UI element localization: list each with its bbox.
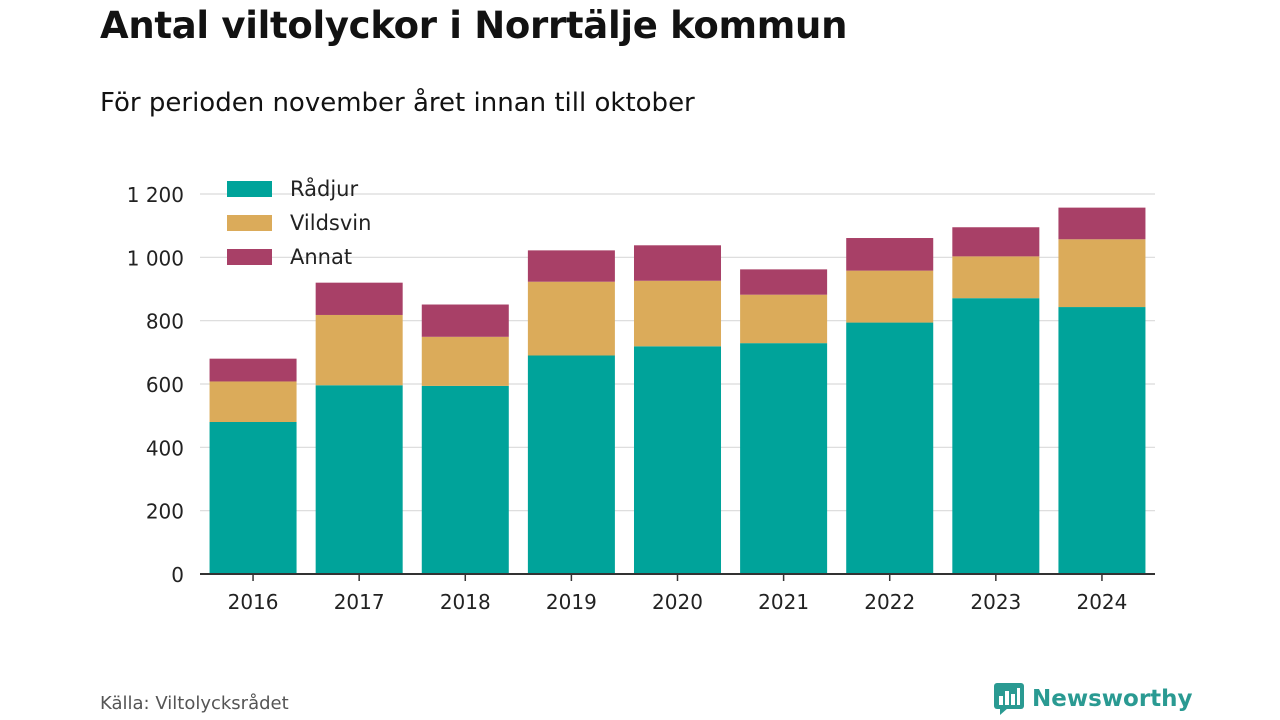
- x-tick-label: 2020: [652, 590, 703, 614]
- bar-segment-2020: [633, 346, 722, 574]
- bar-segment-2016: [209, 422, 297, 574]
- bar-segment-2023: [952, 227, 1040, 257]
- bar-segment-2021: [740, 269, 828, 295]
- chart-title: Antal viltolyckor i Norrtälje kommun: [100, 4, 848, 47]
- bar-segment-2019: [527, 250, 615, 282]
- bar-segment-2024: [1058, 239, 1146, 308]
- y-tick-label: 200: [146, 500, 184, 524]
- y-tick-label: 1 000: [127, 246, 184, 270]
- legend-label: Annat: [290, 245, 352, 269]
- x-tick-label: 2016: [228, 590, 279, 614]
- legend-swatch: [227, 249, 272, 265]
- bar-segment-2017: [315, 314, 403, 386]
- y-tick-label: 800: [146, 310, 184, 334]
- bar-segment-2022: [846, 270, 934, 323]
- x-tick-label: 2019: [546, 590, 597, 614]
- y-tick-label: 400: [146, 436, 184, 460]
- x-axis-tick-labels: 2016 2017 2018 2019 2020 2021 2022 2023 2024: [228, 574, 1127, 614]
- bar-segment-2023: [952, 298, 1040, 574]
- bar-segment-2017: [315, 385, 403, 574]
- x-tick-label: 2018: [440, 590, 491, 614]
- x-tick-label: 2022: [864, 590, 915, 614]
- bar-segment-2022: [846, 238, 934, 271]
- bar-segment-2016: [209, 381, 297, 422]
- bar-segment-2021: [740, 343, 828, 574]
- x-tick-label: 2021: [758, 590, 809, 614]
- x-tick-label: 2023: [970, 590, 1021, 614]
- bar-segment-2019: [527, 355, 615, 574]
- bar-segment-2019: [527, 281, 615, 356]
- legend-swatch: [227, 215, 272, 231]
- legend-label: Rådjur: [290, 176, 358, 201]
- bar-segment-2016: [209, 358, 297, 382]
- y-axis-tick-labels: 0 200 400 600 800 1 000 1 200: [127, 183, 184, 587]
- bar-segment-2018: [421, 304, 509, 337]
- bar-segment-2021: [740, 294, 828, 344]
- bar-segment-2020: [633, 245, 722, 281]
- bars: [209, 207, 1146, 574]
- bar-segment-2018: [421, 336, 509, 386]
- bar-segment-2024: [1058, 207, 1146, 240]
- x-tick-label: 2024: [1076, 590, 1127, 614]
- brand-name: Newsworthy: [1032, 686, 1193, 712]
- bar-segment-2024: [1058, 307, 1146, 574]
- bar-segment-2023: [952, 256, 1040, 299]
- brand-logo: Newsworthy: [994, 683, 1193, 715]
- source-note: Källa: Viltolycksrådet: [100, 693, 289, 714]
- bar-segment-2020: [633, 280, 722, 347]
- legend: Rådjur Vildsvin Annat: [227, 176, 371, 269]
- bar-segment-2017: [315, 282, 403, 315]
- bar-chart-speech-bubble-icon: [994, 683, 1024, 715]
- x-tick-label: 2017: [334, 590, 385, 614]
- bar-segment-2018: [421, 385, 509, 574]
- y-tick-label: 1 200: [127, 183, 184, 207]
- stacked-bar-chart: 0 200 400 600 800 1 000 1 200 2016 2017 2018 2019…: [127, 176, 1155, 614]
- y-tick-label: 0: [171, 563, 184, 587]
- legend-label: Vildsvin: [290, 211, 371, 235]
- legend-swatch: [227, 181, 272, 197]
- chart-subtitle: För perioden november året innan till ok…: [100, 88, 695, 118]
- bar-segment-2022: [846, 322, 934, 574]
- y-tick-label: 600: [146, 373, 184, 397]
